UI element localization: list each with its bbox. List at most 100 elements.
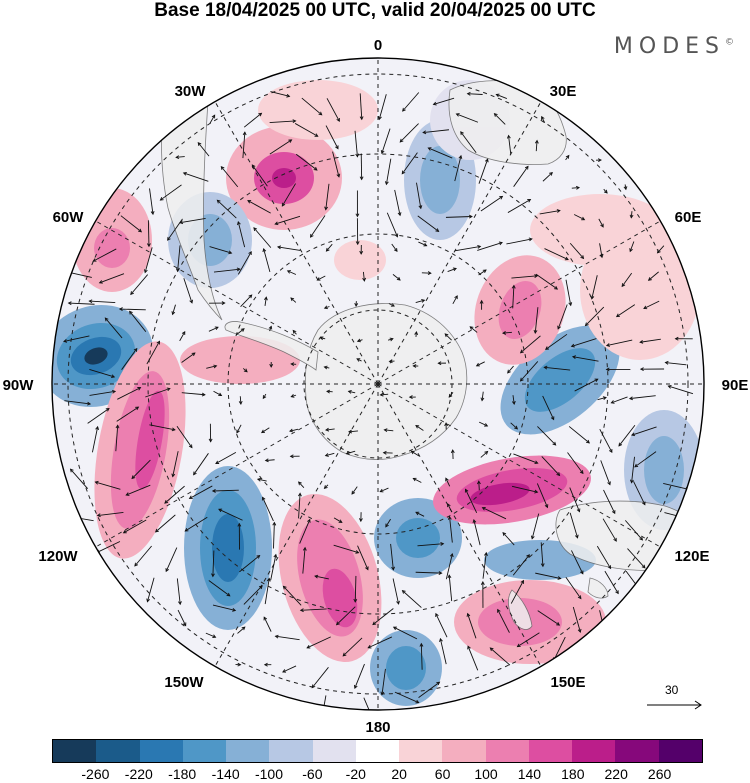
color-scale-tick-label: 100 (474, 766, 498, 782)
wind-vector (472, 518, 481, 546)
wind-vector (183, 278, 194, 304)
wind-vector (326, 98, 340, 122)
wind-vector (143, 247, 153, 274)
wind-vector (215, 452, 237, 464)
lon-label-60e: 60E (675, 209, 702, 226)
wind-vector (347, 390, 356, 394)
wind-vector (69, 468, 89, 489)
wind-vector (176, 426, 193, 449)
wind-vector (600, 460, 611, 486)
anomaly-contour (258, 80, 378, 140)
wind-vector (380, 668, 386, 696)
wind-vector (629, 211, 634, 219)
anomaly-contour (94, 228, 130, 268)
wind-vector (464, 488, 478, 514)
wind-vector (623, 184, 628, 191)
wind-vector (379, 392, 389, 397)
wind-vector (402, 92, 420, 112)
wind-vector (213, 390, 223, 397)
wind-vector (643, 300, 660, 310)
wind-vector (427, 147, 453, 159)
wind-vector (507, 199, 532, 213)
wind-vector (502, 330, 512, 335)
wind-vector (417, 541, 445, 547)
wind-vector (235, 662, 242, 667)
color-scale-tick-label: 20 (391, 766, 407, 782)
lon-label-120e: 120E (674, 548, 709, 565)
wind-vector (323, 484, 329, 490)
wind-vector (610, 396, 628, 404)
reference-arrow-icon (647, 700, 702, 710)
meridian-line (214, 383, 379, 667)
wind-vector (444, 422, 449, 430)
wind-vector (634, 451, 657, 468)
wind-vector (264, 458, 275, 463)
wind-vector (294, 123, 319, 137)
wind-vector (216, 199, 237, 219)
wind-vector (475, 361, 485, 367)
wind-vector (129, 310, 147, 332)
wind-vector (302, 546, 307, 574)
wind-vector (391, 243, 398, 253)
wind-vector (269, 119, 297, 124)
wind-vector (145, 387, 171, 398)
color-scale-ticks: -260 -220 -180 -140 -100 -60 -20 20 60 100 140 180 2… (52, 766, 703, 783)
wind-vector (63, 335, 90, 343)
wind-vector (432, 97, 455, 106)
wind-vector (356, 358, 362, 362)
wind-vector (299, 518, 311, 544)
wind-vector (628, 395, 656, 401)
wind-vector (149, 188, 155, 216)
wind-vector (319, 336, 326, 341)
lon-label-0: 0 (374, 37, 382, 54)
wind-vector (88, 299, 116, 304)
wind-vector (130, 274, 149, 296)
wind-vector (238, 396, 243, 405)
wind-vector (171, 304, 176, 316)
wind-vector (367, 636, 393, 649)
color-scale-tick-label: -100 (254, 766, 284, 782)
wind-vector (179, 331, 186, 342)
wind-vector (301, 97, 323, 116)
wind-vector (92, 248, 117, 262)
wind-vector (359, 93, 364, 121)
anomaly-contour (420, 146, 460, 214)
wind-vector (118, 307, 146, 312)
wind-vector (175, 245, 181, 273)
wind-vector (269, 361, 274, 368)
wind-vector (516, 632, 540, 648)
anomaly-field (52, 58, 704, 710)
wind-vector (414, 330, 419, 337)
wind-vector (237, 522, 242, 550)
wind-vector (211, 550, 215, 578)
brand-mark: © (725, 37, 734, 48)
wind-vector (565, 577, 582, 600)
antarctic-peninsula (224, 321, 319, 371)
wind-vector (437, 361, 446, 366)
color-scale-tick-label: -220 (124, 766, 153, 782)
color-scale-cell (312, 740, 356, 762)
wind-vector (96, 512, 124, 518)
wind-vector (481, 506, 507, 520)
wind-vector (571, 550, 584, 575)
wind-vector (535, 273, 559, 290)
wind-vector (418, 681, 441, 698)
wind-vector (445, 552, 454, 580)
wind-vector (262, 393, 267, 400)
color-scale-tick-label: -180 (168, 766, 197, 782)
wind-vector (94, 480, 121, 490)
color-scale-tick-label: 60 (434, 766, 451, 782)
lon-label-180: 180 (365, 719, 390, 735)
wind-vector (184, 516, 208, 532)
wind-vector (571, 355, 599, 362)
wind-vector (629, 241, 635, 253)
wind-vector (333, 544, 360, 554)
wind-vector (480, 195, 504, 212)
wind-vector (513, 165, 529, 187)
wind-vector (450, 449, 455, 460)
wind-vector (325, 125, 339, 150)
meridian-line (377, 383, 661, 548)
wind-vector (537, 426, 557, 446)
meridian-line (377, 220, 661, 385)
wind-vector (146, 220, 151, 248)
